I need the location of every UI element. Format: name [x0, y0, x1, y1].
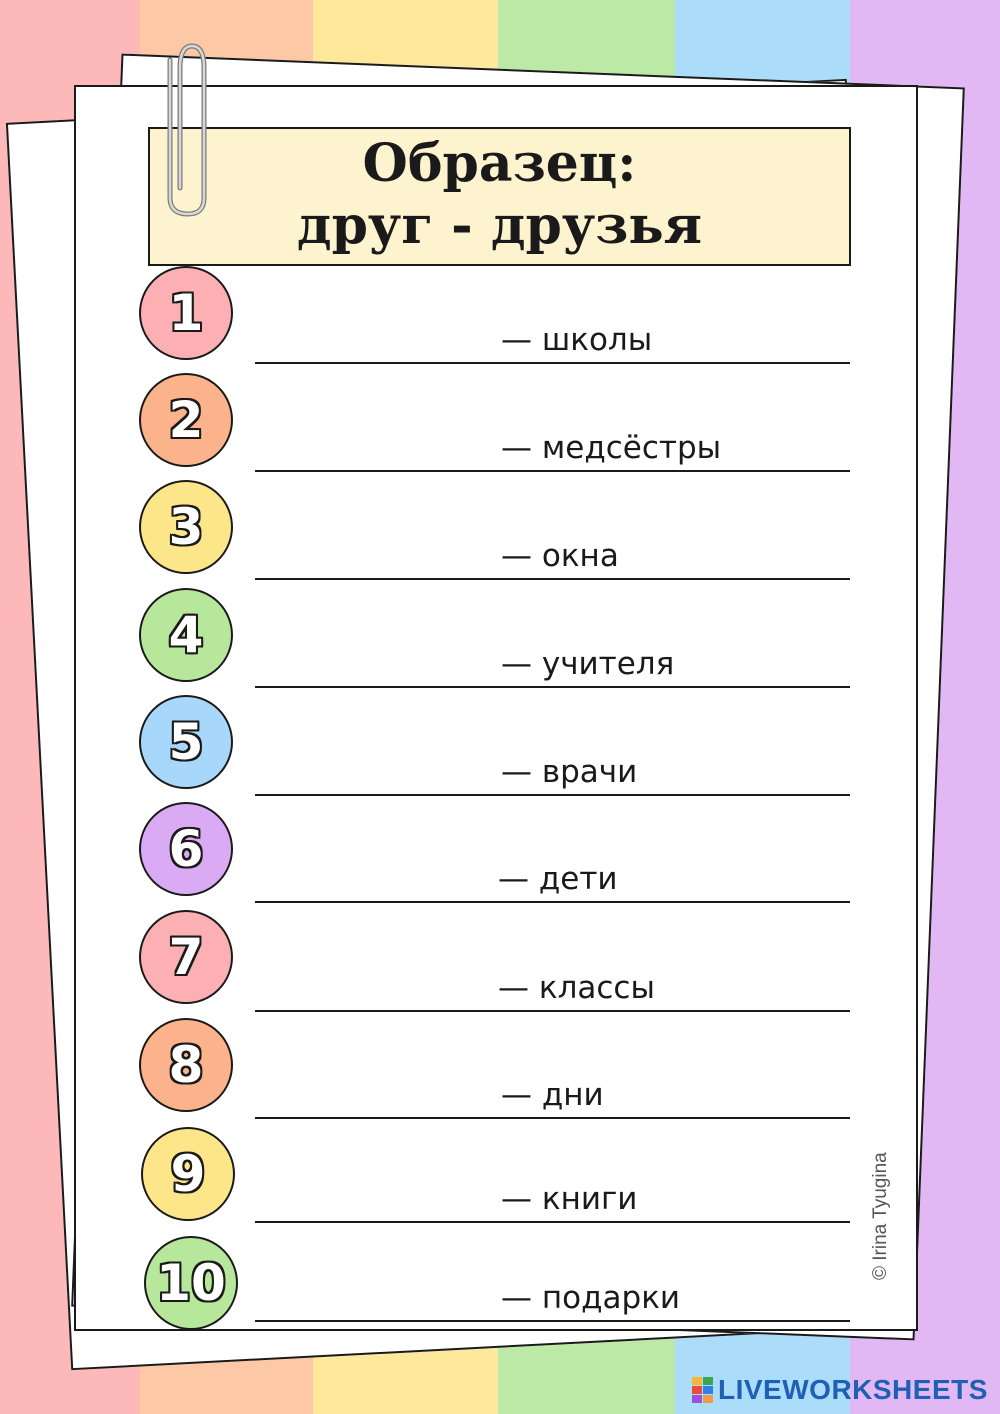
plural-word-5: — врачи [501, 754, 638, 790]
plural-word-4: — учителя [501, 646, 675, 682]
answer-blank-1[interactable] [255, 362, 850, 364]
example-label: Образец: [362, 133, 637, 194]
plural-word-8: — дни [501, 1077, 604, 1113]
plural-word-7: — классы [498, 970, 655, 1006]
number-badge-1: 1 [139, 266, 233, 360]
plural-word-1: — школы [501, 322, 653, 358]
plural-word-2: — медсёстры [501, 430, 722, 466]
brand-name: LIVEWORKSHEETS [718, 1374, 988, 1405]
number-badge-4: 4 [139, 588, 233, 682]
number-badge-10: 10 [144, 1236, 238, 1330]
answer-blank-10[interactable] [255, 1320, 850, 1322]
answer-blank-4[interactable] [255, 686, 850, 688]
number-badge-3: 3 [139, 480, 233, 574]
number-badge-6: 6 [139, 802, 233, 896]
answer-blank-2[interactable] [255, 470, 850, 472]
example-text: друг - друзья [296, 195, 703, 256]
copyright-text: © Irina Tyugina [870, 1152, 891, 1280]
number-badge-8: 8 [139, 1018, 233, 1112]
number-badge-9: 9 [141, 1127, 235, 1221]
answer-blank-6[interactable] [255, 901, 850, 903]
example-title-box: Образец: друг - друзья [148, 127, 851, 266]
answer-blank-3[interactable] [255, 578, 850, 580]
number-badge-2: 2 [139, 373, 233, 467]
plural-word-9: — книги [501, 1181, 638, 1217]
paperclip-icon [167, 43, 207, 217]
number-badge-5: 5 [139, 695, 233, 789]
plural-word-6: — дети [498, 861, 618, 897]
answer-blank-8[interactable] [255, 1117, 850, 1119]
answer-blank-9[interactable] [255, 1221, 850, 1223]
answer-blank-5[interactable] [255, 794, 850, 796]
plural-word-3: — окна [501, 538, 619, 574]
plural-word-10: — подарки [501, 1280, 681, 1316]
liveworksheets-logo-icon [692, 1377, 713, 1403]
answer-blank-7[interactable] [255, 1010, 850, 1012]
number-badge-7: 7 [139, 910, 233, 1004]
liveworksheets-brand: LIVEWORKSHEETS [692, 1374, 988, 1406]
